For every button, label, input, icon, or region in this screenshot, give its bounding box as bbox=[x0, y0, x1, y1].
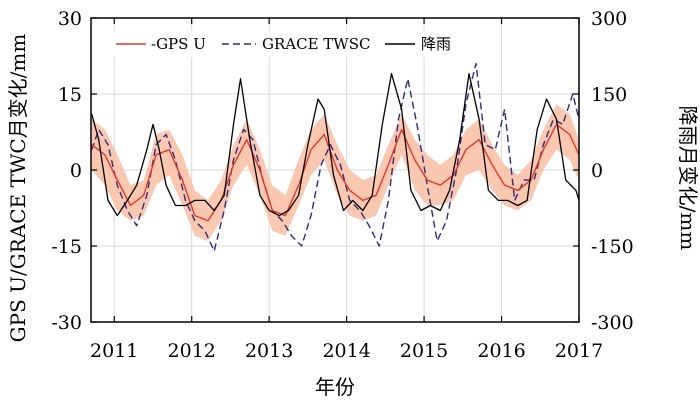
right-y-tick-label-300: 300 bbox=[591, 8, 627, 30]
legend: -GPS U GRACE TWSC 降雨 bbox=[112, 31, 470, 57]
x-tick-label-2017: 2017 bbox=[555, 340, 603, 362]
tick-layer: 2011 2012 2013 2014 2015 2016 2017-30-1501530-… bbox=[51, 8, 633, 362]
gps-uncertainty-band-layer bbox=[91, 104, 580, 241]
legend-grace-twsc-label: GRACE TWSC bbox=[262, 35, 370, 53]
rainfall-series-line bbox=[91, 73, 580, 217]
x-tick-label-2016: 2016 bbox=[477, 340, 525, 362]
gps-u-uncertainty-band bbox=[91, 104, 580, 241]
x-axis-title: 年份 bbox=[315, 375, 355, 399]
left-y-tick-label-30: 30 bbox=[58, 8, 82, 30]
x-tick-label-2014: 2014 bbox=[322, 340, 370, 362]
left-y-tick-label-15: 15 bbox=[58, 84, 82, 106]
x-tick-label-2011: 2011 bbox=[90, 340, 138, 362]
grace-twsc-series-line bbox=[91, 62, 580, 252]
gps-u-series-line bbox=[91, 123, 580, 222]
left-y-tick-label-neg30: -30 bbox=[51, 312, 82, 334]
left-y-tick-label-0: 0 bbox=[70, 160, 82, 182]
right-y-tick-label-neg150: -150 bbox=[591, 236, 634, 258]
x-tick-label-2013: 2013 bbox=[245, 340, 293, 362]
left-y-axis-title: GPS U/GRACE TWC月变化/mm bbox=[6, 34, 30, 343]
right-y-axis-title: 降雨月变化/mm bbox=[676, 106, 700, 251]
series-layer bbox=[91, 62, 580, 252]
right-y-tick-label-150: 150 bbox=[591, 84, 627, 106]
x-tick-label-2015: 2015 bbox=[400, 340, 448, 362]
right-y-tick-label-neg300: -300 bbox=[591, 312, 634, 334]
legend-rainfall-label: 降雨 bbox=[421, 35, 451, 53]
right-y-tick-label-0: 0 bbox=[591, 160, 603, 182]
left-y-tick-label-neg15: -15 bbox=[51, 236, 82, 258]
x-tick-label-2012: 2012 bbox=[168, 340, 216, 362]
legend-gps-u-label: -GPS U bbox=[151, 35, 206, 53]
